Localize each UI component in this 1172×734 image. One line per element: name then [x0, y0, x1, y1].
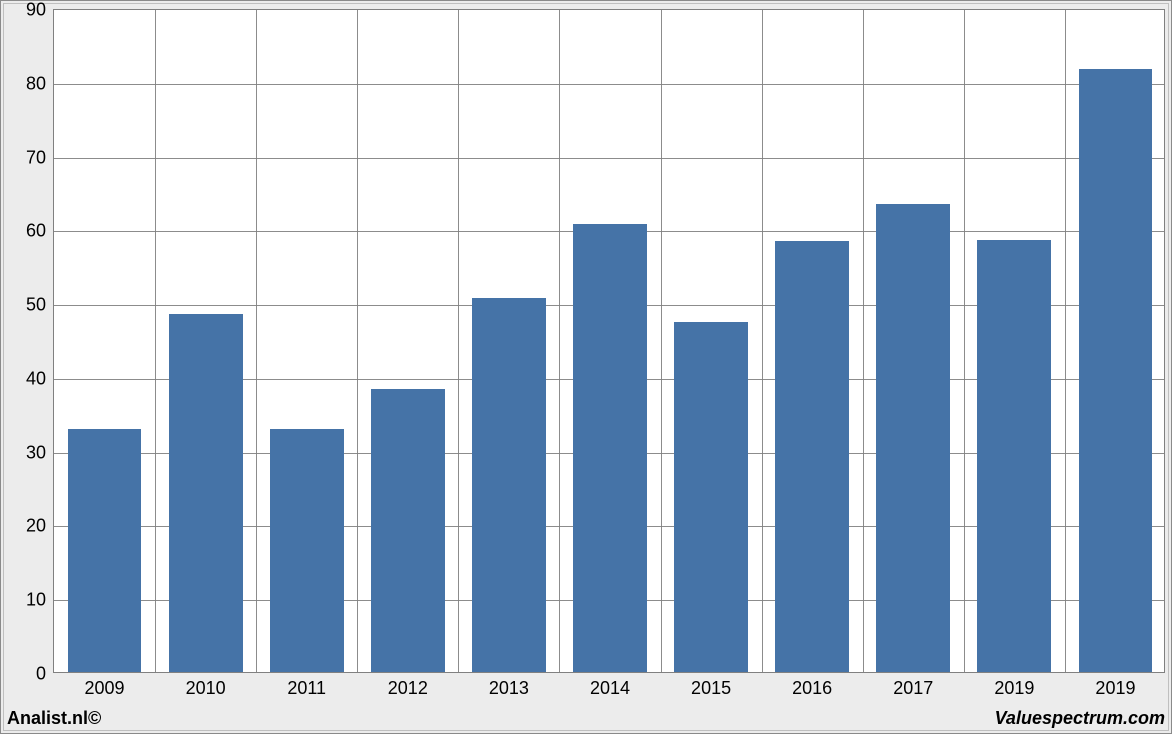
bar — [371, 389, 445, 672]
bar — [169, 314, 243, 672]
chart-frame: 0 10 20 30 40 50 60 70 80 90 2009 2010 2011 2012 2013 2… — [0, 0, 1172, 734]
x-axis-label: 2012 — [388, 672, 428, 699]
bar — [977, 240, 1051, 672]
y-axis-label: 50 — [26, 295, 54, 316]
y-axis-label: 30 — [26, 442, 54, 463]
x-axis-label: 2015 — [691, 672, 731, 699]
y-axis-label: 0 — [36, 664, 54, 685]
bar — [775, 241, 849, 672]
gridline-h — [54, 84, 1164, 85]
credit-left: Analist.nl© — [7, 708, 101, 729]
x-axis-label: 2019 — [1095, 672, 1135, 699]
gridline-v — [357, 10, 358, 672]
gridline-v — [458, 10, 459, 672]
gridline-v — [1065, 10, 1066, 672]
x-axis-label: 2016 — [792, 672, 832, 699]
credit-right: Valuespectrum.com — [995, 708, 1165, 729]
bar — [876, 204, 950, 672]
y-axis-label: 40 — [26, 368, 54, 389]
gridline-v — [155, 10, 156, 672]
y-axis-label: 60 — [26, 221, 54, 242]
x-axis-label: 2010 — [186, 672, 226, 699]
bar — [472, 298, 546, 672]
bar — [68, 429, 142, 672]
y-axis-label: 20 — [26, 516, 54, 537]
x-axis-label: 2019 — [994, 672, 1034, 699]
bar — [270, 429, 344, 672]
gridline-v — [863, 10, 864, 672]
y-axis-label: 10 — [26, 590, 54, 611]
gridline-h — [54, 158, 1164, 159]
y-axis-label: 70 — [26, 147, 54, 168]
x-axis-label: 2013 — [489, 672, 529, 699]
gridline-v — [661, 10, 662, 672]
y-axis-label: 90 — [26, 0, 54, 21]
gridline-v — [559, 10, 560, 672]
bar — [1079, 69, 1153, 672]
x-axis-label: 2017 — [893, 672, 933, 699]
x-axis-label: 2014 — [590, 672, 630, 699]
x-axis-label: 2011 — [287, 672, 326, 699]
gridline-v — [762, 10, 763, 672]
y-axis-label: 80 — [26, 73, 54, 94]
bar — [573, 224, 647, 672]
bar — [674, 322, 748, 672]
gridline-v — [964, 10, 965, 672]
plot-area: 0102030405060708090200920102011201220132… — [53, 9, 1165, 673]
x-axis-label: 2009 — [85, 672, 125, 699]
gridline-v — [256, 10, 257, 672]
